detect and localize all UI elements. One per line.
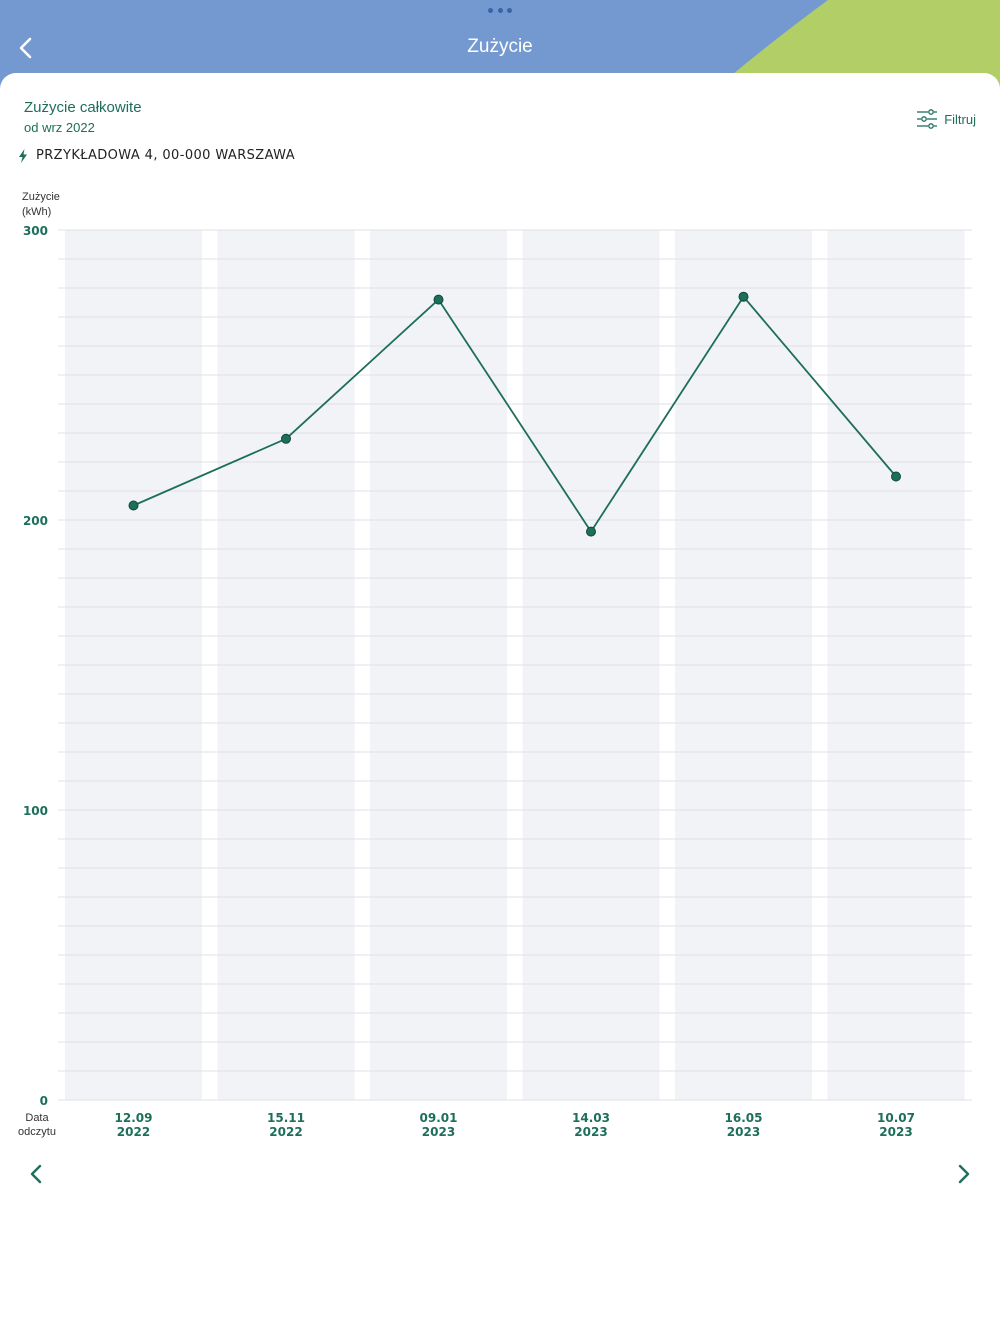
x-tick-label: 2023 <box>727 1125 760 1139</box>
address-row: PRZYKŁADOWA 4, 00-000 WARSZAWA <box>18 148 295 163</box>
y-tick-label: 200 <box>23 514 48 528</box>
x-tick-label: 12.09 <box>115 1111 153 1125</box>
y-tick-label: 300 <box>23 224 48 238</box>
previous-period-button[interactable] <box>22 1160 50 1188</box>
x-tick-label: 2023 <box>879 1125 912 1139</box>
x-tick-label: 2023 <box>574 1125 607 1139</box>
consumption-chart: 0100200300Zużycie(kWh)Dataodczytu12.0920… <box>18 191 972 1139</box>
chart-grid <box>58 229 972 1101</box>
data-point <box>433 294 444 305</box>
drag-handle[interactable] <box>488 6 512 14</box>
chevron-left-icon <box>19 37 32 59</box>
y-axis-label: Zużycie <box>22 191 60 203</box>
x-axis-label: Data <box>25 1112 49 1124</box>
back-button[interactable] <box>10 30 44 66</box>
handle-dot <box>488 7 493 13</box>
data-point <box>281 433 291 444</box>
chart-labels: 0100200300Zużycie(kWh)Dataodczytu12.0920… <box>18 191 915 1139</box>
next-period-button[interactable] <box>950 1160 978 1188</box>
data-point <box>128 500 139 511</box>
series-line <box>133 295 897 533</box>
x-tick-label: 2023 <box>422 1125 455 1139</box>
data-point <box>891 471 901 482</box>
chart-line-layer <box>133 295 897 533</box>
chevron-left-icon <box>30 1164 42 1184</box>
x-tick-label: 14.03 <box>572 1111 610 1125</box>
x-tick-label: 09.01 <box>420 1111 458 1125</box>
handle-dot <box>507 7 512 13</box>
data-point <box>738 291 749 302</box>
sliders-icon <box>917 109 938 129</box>
chevron-right-icon <box>958 1164 970 1184</box>
data-point <box>586 526 596 537</box>
page-title: Zużycie <box>467 36 533 57</box>
address-text: PRZYKŁADOWA 4, 00-000 WARSZAWA <box>36 148 296 163</box>
chart-points <box>128 291 901 537</box>
x-tick-label: 10.07 <box>877 1111 915 1125</box>
y-tick-label: 0 <box>40 1094 48 1108</box>
x-tick-label: 15.11 <box>267 1111 305 1125</box>
filter-label: Filtruj <box>944 111 976 127</box>
x-tick-label: 2022 <box>117 1125 150 1139</box>
x-tick-label: 2022 <box>269 1125 302 1139</box>
bolt-icon <box>19 148 27 163</box>
section-title: Zużycie całkowite <box>24 99 142 116</box>
x-axis-label: odczytu <box>18 1126 56 1138</box>
y-axis-label: (kWh) <box>22 206 51 218</box>
section-subtitle: od wrz 2022 <box>24 120 95 135</box>
y-tick-label: 100 <box>23 804 48 818</box>
handle-dot <box>497 7 503 13</box>
filter-button[interactable]: Filtruj <box>916 106 976 132</box>
x-tick-label: 16.05 <box>725 1111 763 1125</box>
